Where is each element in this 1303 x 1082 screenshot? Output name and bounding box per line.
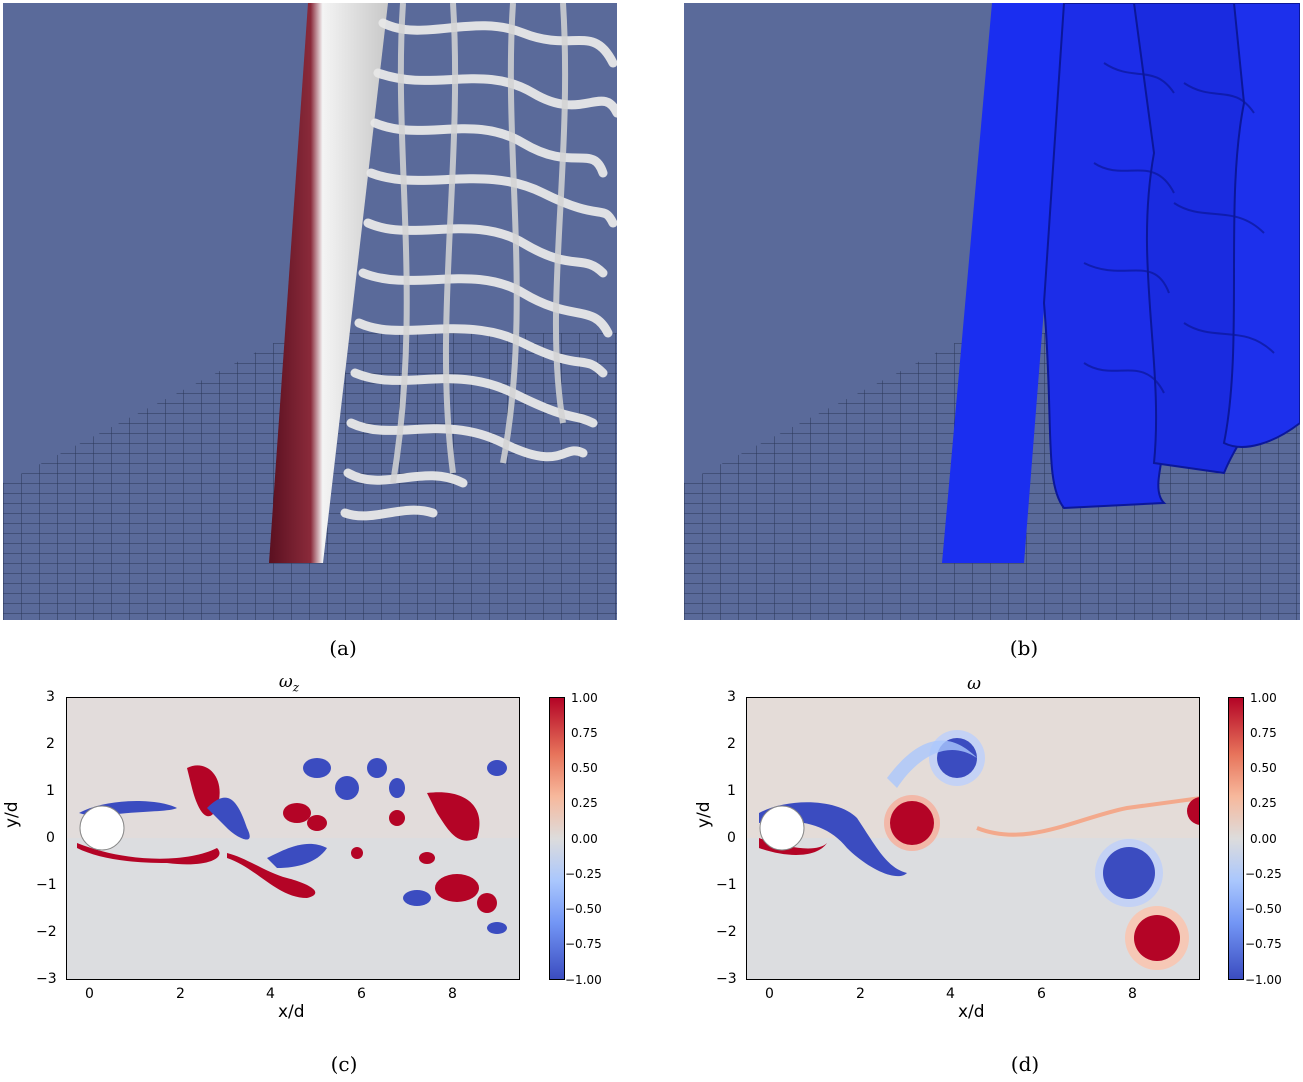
caption-c: (c) xyxy=(330,1052,358,1076)
plot-d-cbtick: 0.75 xyxy=(1250,726,1277,740)
plot-c-ytick: −1 xyxy=(36,877,57,893)
plot-c-ytick: −2 xyxy=(36,924,57,940)
plot-c-ylabel: y/d xyxy=(2,801,22,828)
plot-d-cbtick: 0.00 xyxy=(1250,832,1277,846)
positive-vorticity xyxy=(77,765,497,913)
plot-c-cbtick: 0.00 xyxy=(571,832,598,846)
wake-texture xyxy=(1083,62,1275,394)
plot-d-ytick: −3 xyxy=(716,971,737,987)
plot-c-xtick: 0 xyxy=(85,986,94,1002)
plot-d-ytick: −2 xyxy=(716,924,737,940)
render-a-graphic xyxy=(3,3,617,620)
plot-c-ytick: 1 xyxy=(46,783,55,799)
vortex-tubes-vertical xyxy=(390,3,569,484)
plot-c-xtick: 2 xyxy=(176,986,185,1002)
plot-c-cbtick: −0.50 xyxy=(565,902,602,916)
plot-d-ytick: 0 xyxy=(727,830,736,846)
plot-c-ytick: 3 xyxy=(46,689,55,705)
plot-c-cbtick: −1.00 xyxy=(565,973,602,987)
plot-d-colorbar xyxy=(1228,697,1244,980)
plot-d-ytick: 1 xyxy=(727,783,736,799)
plot-d-field xyxy=(747,730,1199,979)
plot-d-ytick: 3 xyxy=(727,689,736,705)
plot-c-axes xyxy=(66,697,520,980)
plot-d-xtick: 6 xyxy=(1037,986,1046,1002)
plot-c-colorbar xyxy=(549,697,565,980)
plot-d-cbtick: 0.50 xyxy=(1250,761,1277,775)
plot-d-xtick: 2 xyxy=(856,986,865,1002)
plot-c-xlabel: x/d xyxy=(278,1002,305,1022)
plot-c-cbtick: 1.00 xyxy=(571,691,598,705)
plot-d-axes xyxy=(746,697,1200,980)
plot-d-cbtick: 0.25 xyxy=(1250,796,1277,810)
plot-d-ylabel: y/d xyxy=(694,801,714,828)
plot-d-cbtick: −0.25 xyxy=(1245,867,1282,881)
caption-b: (b) xyxy=(1009,636,1039,660)
plot-c-cbtick: 0.50 xyxy=(571,761,598,775)
plot-d-cbtick: −0.50 xyxy=(1245,902,1282,916)
cylinder-cross-section xyxy=(79,805,125,851)
render-panel-b xyxy=(684,3,1300,620)
caption-d: (d) xyxy=(1010,1052,1040,1076)
plot-d-cbtick: −1.00 xyxy=(1245,973,1282,987)
plot-d-ytick: 2 xyxy=(727,736,736,752)
plot-d-cbtick: −0.75 xyxy=(1245,937,1282,951)
plot-c-title: ωz xyxy=(278,672,300,695)
caption-a: (a) xyxy=(329,636,357,660)
cylinder xyxy=(269,3,388,563)
plot-c-ytick: 0 xyxy=(46,830,55,846)
plot-d-xlabel: x/d xyxy=(958,1002,985,1022)
render-b-graphic xyxy=(684,3,1300,620)
cylinder-wake-surface xyxy=(942,3,1068,563)
plot-c-xtick: 8 xyxy=(448,986,457,1002)
plot-d-xtick: 4 xyxy=(946,986,955,1002)
plot-c-field xyxy=(67,758,519,979)
plot-c-cbtick: 0.75 xyxy=(571,726,598,740)
plot-c-xtick: 4 xyxy=(266,986,275,1002)
cylinder-cross-section xyxy=(759,805,805,851)
plot-d-xtick: 0 xyxy=(765,986,774,1002)
plot-c-xtick: 6 xyxy=(357,986,366,1002)
plot-c-cbtick: 0.25 xyxy=(571,796,598,810)
plot-d-xtick: 8 xyxy=(1128,986,1137,1002)
plot-d-cbtick: 1.00 xyxy=(1250,691,1277,705)
plot-c-ytick: 2 xyxy=(46,736,55,752)
render-panel-a xyxy=(3,3,617,620)
plot-c-ytick: −3 xyxy=(36,971,57,987)
plot-d-title: ω xyxy=(967,674,981,694)
plot-d-ytick: −1 xyxy=(716,877,737,893)
vortex-structures xyxy=(340,18,617,521)
plot-c-cbtick: −0.25 xyxy=(565,867,602,881)
plot-c-cbtick: −0.75 xyxy=(565,937,602,951)
